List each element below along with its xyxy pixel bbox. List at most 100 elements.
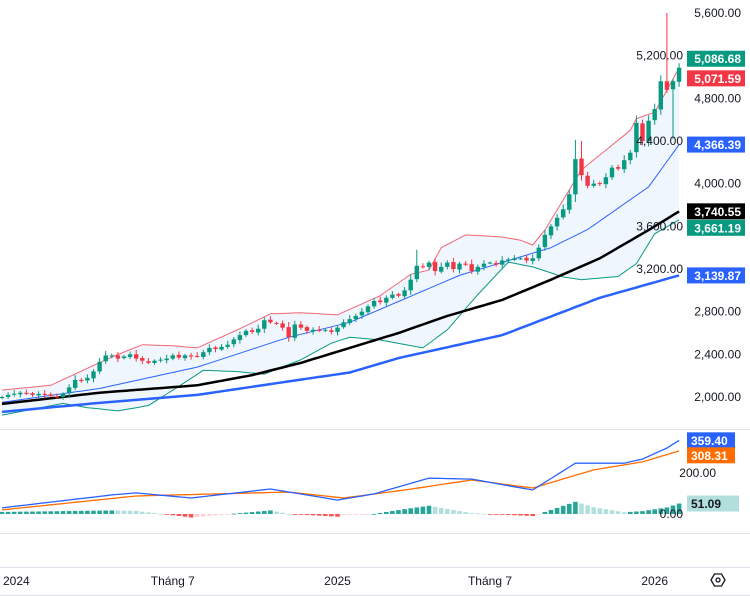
histogram-bar <box>579 503 584 514</box>
candle-body <box>457 263 462 270</box>
candle <box>24 389 29 396</box>
candle-body <box>469 264 474 272</box>
histogram-bar <box>615 511 621 514</box>
candle <box>432 258 438 276</box>
histogram-bar <box>554 507 560 514</box>
candle <box>152 359 157 365</box>
overlay-line-bb-basis <box>1 144 680 403</box>
candle <box>603 173 609 189</box>
price-tag-label: 4,366.39 <box>694 138 741 152</box>
histogram-bar <box>60 511 66 514</box>
price-axis[interactable]: 5,600.00 5,200.00 4,800.00 4,400.00 4,000.00… <box>636 6 741 521</box>
price-tag-label: 5,071.59 <box>694 72 741 86</box>
macd-tag-label: 308.31 <box>691 449 728 463</box>
histogram-bar <box>18 511 23 514</box>
candle-body <box>73 379 78 388</box>
candle-body <box>146 361 151 363</box>
candle <box>640 119 645 146</box>
candle-body <box>579 158 584 176</box>
candle <box>365 304 371 315</box>
candle-body <box>103 355 108 362</box>
histogram-bar <box>225 514 230 515</box>
candle <box>115 351 121 363</box>
candle-body <box>542 234 548 248</box>
price-tick-label: 2,400.00 <box>694 347 741 361</box>
candle <box>268 316 273 324</box>
histogram-bar <box>664 507 670 514</box>
histogram-bar <box>481 513 487 515</box>
histogram-bar <box>335 514 340 517</box>
histogram-bar <box>548 509 554 514</box>
candle-body <box>634 122 639 153</box>
candle <box>481 260 487 271</box>
candle-body <box>658 81 663 110</box>
candle <box>359 308 365 319</box>
time-tick-label: 2026 <box>641 574 668 588</box>
candle-body <box>48 394 53 396</box>
time-tick-label: Tháng 7 <box>468 574 512 588</box>
histogram-bar <box>414 507 420 514</box>
histogram-bar <box>390 511 395 514</box>
candle <box>249 327 255 334</box>
candle <box>182 353 188 361</box>
candle-body <box>256 328 261 333</box>
candle-body <box>30 393 35 395</box>
candle <box>591 179 596 188</box>
candle-body <box>152 360 157 363</box>
candle <box>85 374 90 384</box>
histogram-bar <box>658 508 664 514</box>
candle-body <box>384 297 389 303</box>
candle-body <box>97 361 102 372</box>
histogram-bar <box>676 503 682 514</box>
histogram-bar <box>140 511 145 514</box>
candle <box>445 260 450 270</box>
histogram-bar <box>182 514 188 517</box>
candle-body <box>262 320 267 329</box>
candle <box>176 351 182 360</box>
candle <box>91 369 96 383</box>
candle <box>73 375 78 391</box>
candle-body <box>432 262 438 272</box>
candle <box>243 329 249 337</box>
histogram-bar <box>207 514 212 516</box>
candle <box>146 358 151 365</box>
time-tick-label: 2025 <box>324 574 351 588</box>
candle <box>286 321 291 342</box>
candle <box>634 115 639 158</box>
histogram-bar <box>640 511 645 514</box>
histogram-bar <box>243 512 249 514</box>
candle-body <box>439 266 444 272</box>
candle <box>237 331 243 344</box>
price-tag-bg <box>687 267 745 284</box>
time-axis[interactable]: 2024 Tháng 7 2025 Tháng 7 2026 <box>3 574 668 588</box>
settings-gear-icon[interactable] <box>710 573 726 587</box>
candle-body <box>481 263 487 267</box>
candle <box>487 261 493 265</box>
price-tag-bg <box>687 70 745 87</box>
histogram-bar <box>365 514 371 515</box>
histogram-bar <box>304 514 310 515</box>
candle-body <box>201 352 206 357</box>
histogram-bar <box>48 511 54 514</box>
candle <box>451 258 456 273</box>
candle <box>371 297 377 309</box>
candle <box>426 260 432 270</box>
candle <box>109 353 114 359</box>
price-tags: 5,086.68 5,071.59 4,366.39 3,740.55 3,661.19… <box>687 50 745 512</box>
candle-body <box>615 167 621 169</box>
candle-body <box>451 262 456 269</box>
candle-body <box>170 355 175 359</box>
candle-body <box>341 322 346 328</box>
histogram-bar <box>530 514 535 517</box>
candle-body <box>506 259 511 261</box>
histogram-bar <box>341 514 346 516</box>
candle-body <box>304 327 310 331</box>
candle <box>439 262 444 274</box>
candle <box>378 296 383 305</box>
candle <box>554 214 560 231</box>
candle-body <box>158 359 163 361</box>
candle-body <box>36 393 41 396</box>
candle <box>66 384 72 398</box>
